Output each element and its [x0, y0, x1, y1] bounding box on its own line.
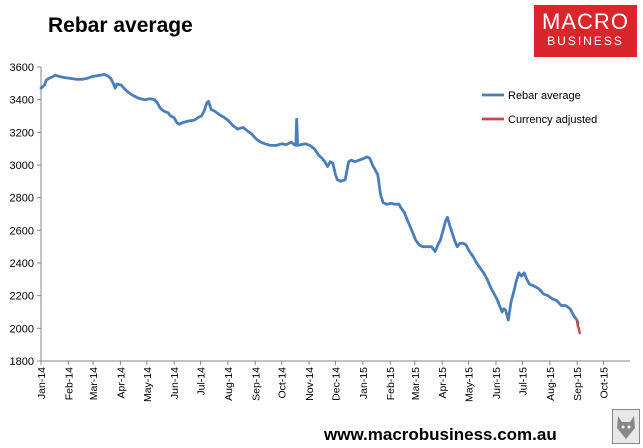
chart-legend: Rebar average Currency adjusted	[482, 90, 597, 126]
macrobusiness-logo: MACRO BUSINESS	[534, 5, 637, 57]
y-axis-ticks: 1800 2000 2200 2400 2600 2800 3000 3200 3400 3600	[10, 62, 41, 368]
x-tick-label: May-15	[464, 367, 476, 402]
x-tick-label: Apr-14	[115, 367, 127, 399]
x-tick-label: Apr-15	[437, 367, 449, 399]
y-tick-label: 2400	[10, 258, 34, 270]
x-tick-label: Mar-14	[88, 367, 100, 400]
x-tick-label: Dec-14	[331, 367, 343, 401]
x-tick-label: Jul-15	[517, 367, 529, 396]
x-tick-label: Sep-14	[250, 367, 262, 401]
x-tick-label: Jan-14	[36, 367, 48, 399]
legend-label: Rebar average	[508, 90, 581, 102]
logo-line-1: MACRO	[542, 9, 629, 34]
y-tick-label: 1800	[10, 356, 34, 368]
x-tick-label: Jun-15	[491, 367, 503, 399]
y-tick-label: 3600	[10, 62, 34, 74]
x-tick-label: Mar-15	[410, 367, 422, 400]
footer-url: www.macrobusiness.com.au	[324, 425, 557, 444]
x-tick-label: Oct-15	[599, 367, 611, 399]
x-tick-label: Oct-14	[277, 367, 289, 399]
x-tick-label: Sep-15	[572, 367, 584, 401]
x-tick-label: Feb-14	[63, 367, 75, 400]
y-tick-label: 3000	[10, 160, 34, 172]
x-tick-label: Nov-14	[304, 367, 316, 401]
x-tick-label: Jun-14	[169, 367, 181, 399]
y-tick-label: 2800	[10, 193, 34, 205]
chart-series	[39, 73, 581, 335]
x-tick-label: May-14	[142, 367, 154, 402]
x-tick-label: Jan-15	[358, 367, 370, 399]
y-tick-label: 2200	[10, 291, 34, 303]
chart-title: Rebar average	[48, 14, 193, 37]
y-tick-label: 2000	[10, 323, 34, 335]
series-line-rebar-average	[39, 73, 580, 325]
y-tick-label: 3200	[10, 127, 34, 139]
series-line-currency-adjusted	[575, 320, 581, 335]
wolf-logo-icon	[612, 409, 640, 444]
x-tick-label: Feb-15	[385, 367, 397, 400]
chart-axes	[40, 67, 630, 362]
y-tick-label: 2600	[10, 225, 34, 237]
x-tick-label: Jul-14	[196, 367, 208, 396]
x-tick-label: Aug-14	[223, 367, 235, 401]
x-axis-ticks: Jan-14 Feb-14 Mar-14 Apr-14 May-14 Jun-14 Jul-…	[36, 361, 611, 402]
legend-label: Currency adjusted	[508, 114, 597, 126]
x-tick-label: Aug-15	[545, 367, 557, 401]
y-tick-label: 3400	[10, 95, 34, 107]
logo-line-2: BUSINESS	[547, 34, 624, 48]
